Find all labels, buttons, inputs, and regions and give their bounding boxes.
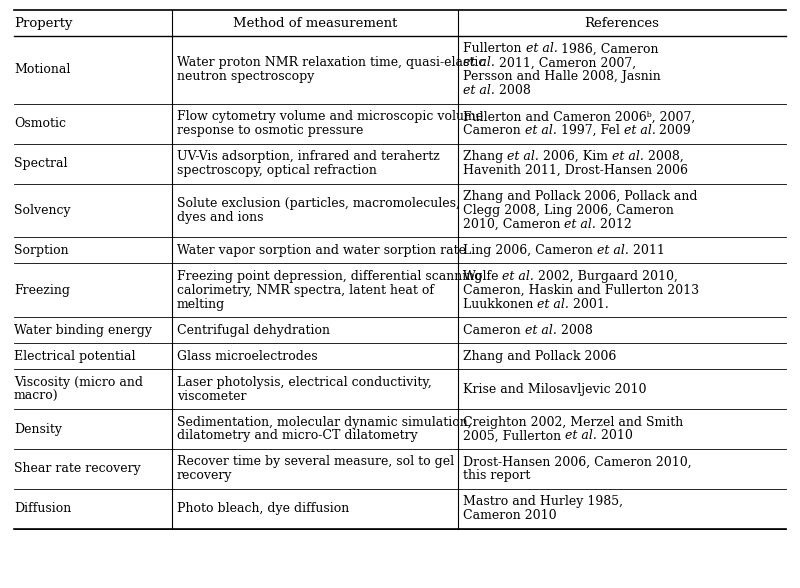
Text: 2012: 2012: [596, 218, 632, 231]
Text: et al.: et al.: [507, 150, 539, 163]
Text: 2006, Kim: 2006, Kim: [539, 150, 612, 163]
Text: 2008: 2008: [495, 84, 530, 98]
Text: macro): macro): [14, 390, 58, 403]
Text: Diffusion: Diffusion: [14, 502, 71, 515]
Text: Luukkonen: Luukkonen: [463, 298, 538, 311]
Text: this report: this report: [463, 469, 530, 482]
Text: 1986, Cameron: 1986, Cameron: [558, 42, 659, 55]
Text: et al.: et al.: [612, 150, 644, 163]
Text: Water binding energy: Water binding energy: [14, 324, 152, 337]
Text: Cameron, Haskin and Fullerton 2013: Cameron, Haskin and Fullerton 2013: [463, 284, 699, 297]
Text: et al.: et al.: [565, 218, 596, 231]
Text: viscometer: viscometer: [177, 390, 246, 403]
Text: et al.: et al.: [565, 429, 597, 443]
Text: Havenith 2011, Drost-Hansen 2006: Havenith 2011, Drost-Hansen 2006: [463, 164, 688, 177]
Text: Drost-Hansen 2006, Cameron 2010,: Drost-Hansen 2006, Cameron 2010,: [463, 456, 692, 469]
Text: melting: melting: [177, 298, 226, 311]
Text: Photo bleach, dye diffusion: Photo bleach, dye diffusion: [177, 502, 350, 515]
Text: Motional: Motional: [14, 64, 70, 76]
Text: 2005, Fullerton: 2005, Fullerton: [463, 429, 565, 443]
Text: Clegg 2008, Ling 2006, Cameron: Clegg 2008, Ling 2006, Cameron: [463, 204, 674, 217]
Text: 2008,: 2008,: [644, 150, 684, 163]
Text: 2010, Cameron: 2010, Cameron: [463, 218, 565, 231]
Text: et al.: et al.: [463, 84, 495, 98]
Text: 2011, Cameron 2007,: 2011, Cameron 2007,: [495, 56, 636, 69]
Text: Property: Property: [14, 16, 73, 29]
Text: response to osmotic pressure: response to osmotic pressure: [177, 124, 363, 137]
Text: Krise and Milosavljevic 2010: Krise and Milosavljevic 2010: [463, 383, 646, 396]
Text: Electrical potential: Electrical potential: [14, 350, 135, 363]
Text: Method of measurement: Method of measurement: [233, 16, 397, 29]
Text: dilatometry and micro-CT dilatometry: dilatometry and micro-CT dilatometry: [177, 429, 418, 443]
Text: neutron spectroscopy: neutron spectroscopy: [177, 71, 314, 83]
Text: Cameron: Cameron: [463, 124, 525, 137]
Text: calorimetry, NMR spectra, latent heat of: calorimetry, NMR spectra, latent heat of: [177, 284, 434, 297]
Text: Water proton NMR relaxation time, quasi-elastic: Water proton NMR relaxation time, quasi-…: [177, 56, 486, 69]
Text: 2010: 2010: [597, 429, 633, 443]
Text: Fullerton and Cameron 2006ᵇ, 2007,: Fullerton and Cameron 2006ᵇ, 2007,: [463, 111, 695, 123]
Text: Persson and Halle 2008, Jasnin: Persson and Halle 2008, Jasnin: [463, 71, 661, 83]
Text: dyes and ions: dyes and ions: [177, 211, 263, 224]
Text: Recover time by several measure, sol to gel: Recover time by several measure, sol to …: [177, 456, 454, 469]
Text: Spectral: Spectral: [14, 157, 67, 170]
Text: 2009: 2009: [655, 124, 691, 137]
Text: Shear rate recovery: Shear rate recovery: [14, 462, 141, 476]
Text: Solvency: Solvency: [14, 204, 70, 217]
Text: Freezing: Freezing: [14, 284, 70, 297]
Text: et al.: et al.: [526, 42, 558, 55]
Text: Density: Density: [14, 423, 62, 436]
Text: recovery: recovery: [177, 469, 233, 482]
Text: Osmotic: Osmotic: [14, 117, 66, 131]
Text: Viscosity (micro and: Viscosity (micro and: [14, 376, 143, 389]
Text: Solute exclusion (particles, macromolecules,: Solute exclusion (particles, macromolecu…: [177, 197, 460, 210]
Text: Fullerton: Fullerton: [463, 42, 526, 55]
Text: UV-Vis adsorption, infrared and terahertz: UV-Vis adsorption, infrared and terahert…: [177, 150, 440, 163]
Text: Ling 2006, Cameron: Ling 2006, Cameron: [463, 244, 597, 257]
Text: Sedimentation, molecular dynamic simulation,: Sedimentation, molecular dynamic simulat…: [177, 416, 472, 429]
Text: spectroscopy, optical refraction: spectroscopy, optical refraction: [177, 164, 377, 177]
Text: et al.: et al.: [538, 298, 570, 311]
Text: et al.: et al.: [525, 324, 557, 337]
Text: Creighton 2002, Merzel and Smith: Creighton 2002, Merzel and Smith: [463, 416, 683, 429]
Text: Sorption: Sorption: [14, 244, 69, 257]
Text: Flow cytometry volume and microscopic volume: Flow cytometry volume and microscopic vo…: [177, 111, 483, 123]
Text: 2011: 2011: [629, 244, 665, 257]
Text: Cameron: Cameron: [463, 324, 525, 337]
Text: 2001.: 2001.: [570, 298, 609, 311]
Text: Mastro and Hurley 1985,: Mastro and Hurley 1985,: [463, 495, 623, 508]
Text: et al.: et al.: [463, 56, 495, 69]
Text: Cameron 2010: Cameron 2010: [463, 509, 557, 522]
Text: et al.: et al.: [502, 270, 534, 283]
Text: Freezing point depression, differential scanning: Freezing point depression, differential …: [177, 270, 482, 283]
Text: Laser photolysis, electrical conductivity,: Laser photolysis, electrical conductivit…: [177, 376, 432, 389]
Text: Zhang and Pollack 2006: Zhang and Pollack 2006: [463, 350, 616, 363]
Text: Zhang and Pollack 2006, Pollack and: Zhang and Pollack 2006, Pollack and: [463, 190, 698, 203]
Text: et al.: et al.: [623, 124, 655, 137]
Text: 1997, Fel: 1997, Fel: [557, 124, 623, 137]
Text: References: References: [585, 16, 659, 29]
Text: Glass microelectrodes: Glass microelectrodes: [177, 350, 318, 363]
Text: Wolfe: Wolfe: [463, 270, 502, 283]
Text: et al.: et al.: [525, 124, 557, 137]
Text: Centrifugal dehydration: Centrifugal dehydration: [177, 324, 330, 337]
Text: 2008: 2008: [557, 324, 593, 337]
Text: 2002, Burgaard 2010,: 2002, Burgaard 2010,: [534, 270, 678, 283]
Text: Water vapor sorption and water sorption rate: Water vapor sorption and water sorption …: [177, 244, 466, 257]
Text: et al.: et al.: [597, 244, 629, 257]
Text: Zhang: Zhang: [463, 150, 507, 163]
